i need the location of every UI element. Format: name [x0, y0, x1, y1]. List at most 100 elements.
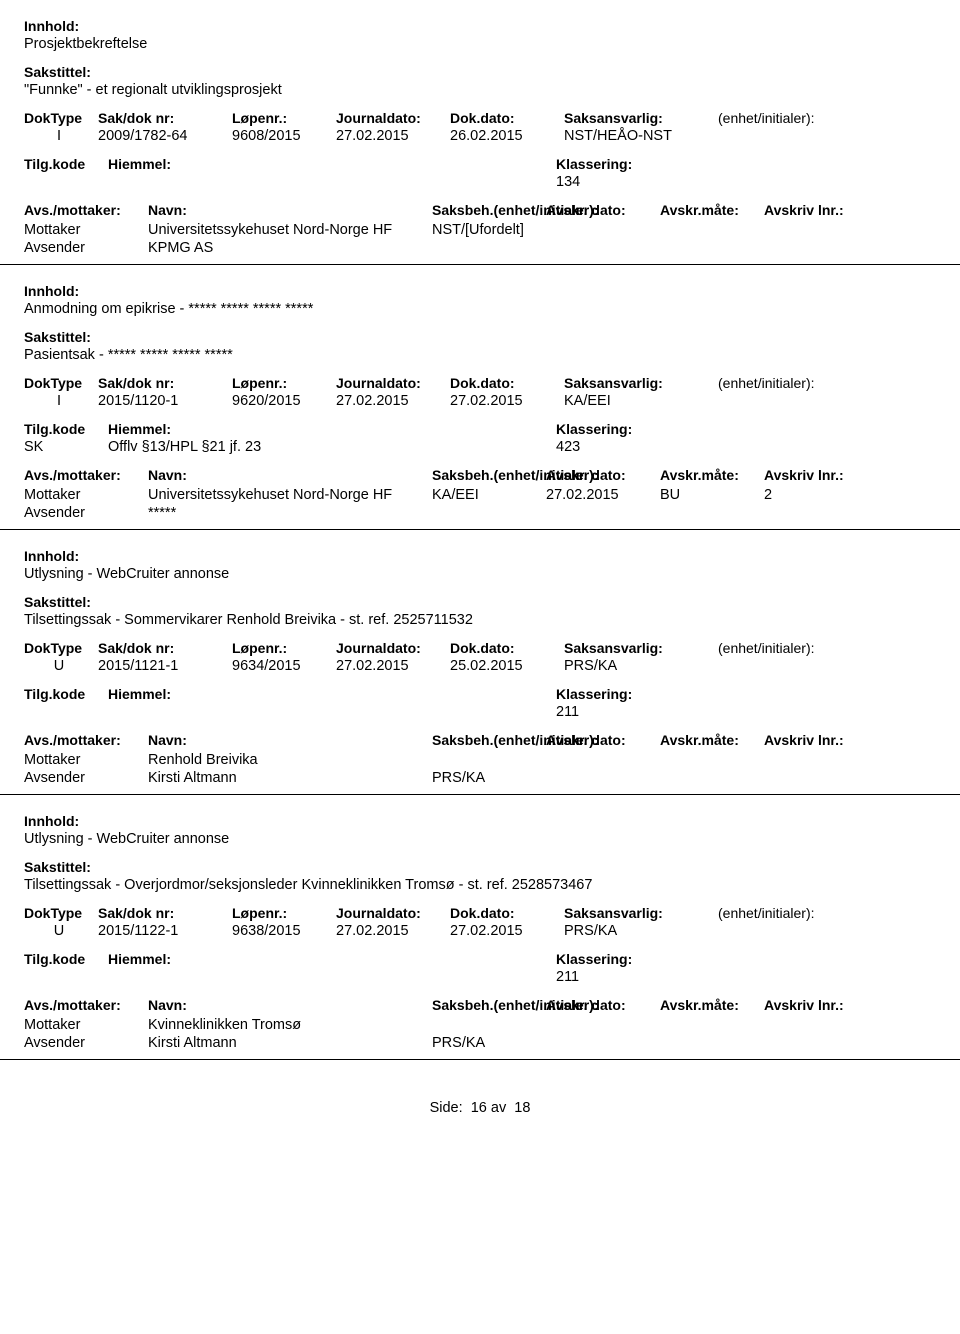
avsender-row: Avsender *****: [24, 505, 936, 521]
avskrdato-header: Avskr. dato:: [546, 202, 656, 218]
header-row-2: Tilg.kode Hiemmel: Klassering:: [24, 951, 936, 967]
tilgkode-value: [24, 969, 104, 985]
saksbeh-header: Saksbeh.(enhet/initialer):: [432, 997, 542, 1013]
enhet-header: (enhet/initialer):: [718, 640, 918, 656]
mottaker-avskrivlnr: [764, 222, 864, 238]
saksansvarlig-header: Saksansvarlig:: [564, 640, 714, 656]
innhold-label: Innhold:: [24, 813, 936, 829]
klassering-value: 211: [556, 969, 706, 985]
avskrdato-header: Avskr. dato:: [546, 467, 656, 483]
doktype-value: I: [24, 128, 94, 144]
sakdok-header: Sak/dok nr:: [98, 375, 228, 391]
mottaker-row: Mottaker Kvinneklinikken Tromsø: [24, 1017, 936, 1033]
journaldato-value: 27.02.2015: [336, 923, 446, 939]
avsender-saksbeh: PRS/KA: [432, 1035, 542, 1051]
tilgkode-header: Tilg.kode: [24, 686, 104, 702]
avsender-label: Avsender: [24, 770, 144, 786]
mottaker-avskrdato: 27.02.2015: [546, 487, 656, 503]
hiemmel-value: [108, 704, 438, 720]
sakdok-header: Sak/dok nr:: [98, 640, 228, 656]
mottaker-saksbeh: [432, 1017, 542, 1033]
avsender-navn: *****: [148, 505, 428, 521]
lopenr-header: Løpenr.:: [232, 640, 332, 656]
avskrmate-header: Avskr.måte:: [660, 732, 760, 748]
dokdato-header: Dok.dato:: [450, 110, 560, 126]
mottaker-label: Mottaker: [24, 752, 144, 768]
avskrmate-header: Avskr.måte:: [660, 997, 760, 1013]
avsender-row: Avsender Kirsti Altmann PRS/KA: [24, 770, 936, 786]
enhet-header: (enhet/initialer):: [718, 110, 918, 126]
mottaker-avskrmate: [660, 1017, 760, 1033]
klassering-value: 423: [556, 439, 706, 455]
innhold-value: Anmodning om epikrise - ***** ***** ****…: [24, 301, 936, 317]
klassering-value: 211: [556, 704, 706, 720]
mottaker-row: Mottaker Universitetssykehuset Nord-Norg…: [24, 487, 936, 503]
klassering-header: Klassering:: [556, 686, 706, 702]
innhold-label: Innhold:: [24, 18, 936, 34]
mottaker-avskrivlnr: [764, 1017, 864, 1033]
lopenr-value: 9608/2015: [232, 128, 332, 144]
dokdato-header: Dok.dato:: [450, 640, 560, 656]
tilgkode-header: Tilg.kode: [24, 156, 104, 172]
values-row-2: SK Offlv §13/HPL §21 jf. 23 423: [24, 439, 936, 455]
avsender-row: Avsender Kirsti Altmann PRS/KA: [24, 1035, 936, 1051]
journal-record: Innhold: Utlysning - WebCruiter annonse …: [24, 530, 936, 794]
lopenr-header: Løpenr.:: [232, 905, 332, 921]
journal-record: Innhold: Prosjektbekreftelse Sakstittel:…: [24, 0, 936, 264]
header-row-1: DokType Sak/dok nr: Løpenr.: Journaldato…: [24, 375, 936, 391]
lopenr-header: Løpenr.:: [232, 375, 332, 391]
mottaker-avskrmate: BU: [660, 487, 760, 503]
sakstittel-value: Tilsettingssak - Sommervikarer Renhold B…: [24, 612, 936, 628]
mottaker-avskrivlnr: [764, 752, 864, 768]
dokdato-value: 27.02.2015: [450, 393, 560, 409]
dokdato-header: Dok.dato:: [450, 375, 560, 391]
klassering-header: Klassering:: [556, 156, 706, 172]
mottaker-avskrmate: [660, 222, 760, 238]
avsender-label: Avsender: [24, 1035, 144, 1051]
journal-record: Innhold: Anmodning om epikrise - ***** *…: [24, 265, 936, 529]
dokdato-header: Dok.dato:: [450, 905, 560, 921]
header-row-1: DokType Sak/dok nr: Løpenr.: Journaldato…: [24, 905, 936, 921]
mottaker-row: Mottaker Universitetssykehuset Nord-Norg…: [24, 222, 936, 238]
saksansvarlig-header: Saksansvarlig:: [564, 375, 714, 391]
dokdato-value: 27.02.2015: [450, 923, 560, 939]
avsender-label: Avsender: [24, 505, 144, 521]
avsmottaker-header: Avs./mottaker:: [24, 732, 144, 748]
hiemmel-value: [108, 174, 438, 190]
lopenr-value: 9620/2015: [232, 393, 332, 409]
navn-header: Navn:: [148, 732, 428, 748]
doktype-value: I: [24, 393, 94, 409]
mottaker-row: Mottaker Renhold Breivika: [24, 752, 936, 768]
hiemmel-header: Hiemmel:: [108, 686, 438, 702]
mottaker-avskrivlnr: 2: [764, 487, 864, 503]
lopenr-header: Løpenr.:: [232, 110, 332, 126]
avsender-label: Avsender: [24, 240, 144, 256]
mottaker-avskrdato: [546, 1017, 656, 1033]
avsender-row: Avsender KPMG AS: [24, 240, 936, 256]
tilgkode-header: Tilg.kode: [24, 421, 104, 437]
saksbeh-header: Saksbeh.(enhet/initialer):: [432, 732, 542, 748]
mottaker-navn: Universitetssykehuset Nord-Norge HF: [148, 222, 428, 238]
enhet-header: (enhet/initialer):: [718, 375, 918, 391]
mottaker-saksbeh: [432, 752, 542, 768]
sakstittel-label: Sakstittel:: [24, 329, 936, 345]
avskrdato-header: Avskr. dato:: [546, 997, 656, 1013]
enhet-header: (enhet/initialer):: [718, 905, 918, 921]
journaldato-value: 27.02.2015: [336, 128, 446, 144]
sakdok-value: 2015/1120-1: [98, 393, 228, 409]
innhold-value: Prosjektbekreftelse: [24, 36, 936, 52]
sakdok-value: 2015/1121-1: [98, 658, 228, 674]
journal-record: Innhold: Utlysning - WebCruiter annonse …: [24, 795, 936, 1059]
dokdato-value: 26.02.2015: [450, 128, 560, 144]
saksbeh-header: Saksbeh.(enhet/initialer):: [432, 202, 542, 218]
mottaker-navn: Kvinneklinikken Tromsø: [148, 1017, 428, 1033]
avskrivlnr-header: Avskriv lnr.:: [764, 732, 864, 748]
innhold-value: Utlysning - WebCruiter annonse: [24, 831, 936, 847]
avskrivlnr-header: Avskriv lnr.:: [764, 997, 864, 1013]
hiemmel-value: Offlv §13/HPL §21 jf. 23: [108, 439, 438, 455]
mottaker-navn: Universitetssykehuset Nord-Norge HF: [148, 487, 428, 503]
journaldato-header: Journaldato:: [336, 640, 446, 656]
values-row-2: 211: [24, 704, 936, 720]
mottaker-avskrdato: [546, 752, 656, 768]
sakdok-value: 2009/1782-64: [98, 128, 228, 144]
